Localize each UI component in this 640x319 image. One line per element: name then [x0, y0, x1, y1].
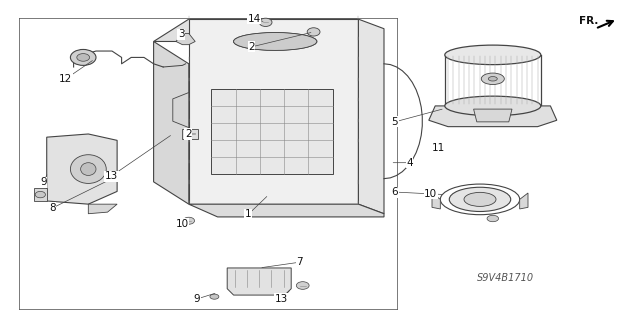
Polygon shape [34, 188, 47, 201]
Text: 6: 6 [392, 187, 398, 197]
Ellipse shape [445, 96, 541, 116]
Polygon shape [227, 268, 291, 295]
Ellipse shape [77, 54, 90, 61]
Text: 7: 7 [296, 257, 303, 267]
Text: 12: 12 [60, 74, 72, 84]
Ellipse shape [234, 33, 317, 50]
Polygon shape [189, 19, 358, 204]
Text: 10: 10 [424, 189, 437, 199]
Text: FR.: FR. [579, 16, 598, 26]
Text: 2: 2 [248, 42, 255, 52]
Ellipse shape [481, 73, 504, 85]
Ellipse shape [296, 282, 309, 289]
Ellipse shape [35, 191, 45, 198]
Polygon shape [47, 134, 117, 204]
Text: 1: 1 [245, 209, 252, 219]
Polygon shape [211, 89, 333, 174]
Text: 5: 5 [392, 117, 398, 127]
Text: 10: 10 [176, 219, 189, 229]
Ellipse shape [234, 33, 317, 50]
Polygon shape [182, 129, 198, 139]
Ellipse shape [307, 28, 320, 36]
Polygon shape [474, 109, 512, 122]
Polygon shape [358, 19, 384, 214]
Ellipse shape [488, 77, 497, 81]
Text: 13: 13 [105, 171, 118, 181]
Ellipse shape [445, 45, 541, 65]
Polygon shape [154, 19, 358, 41]
Ellipse shape [70, 155, 106, 183]
Polygon shape [173, 93, 189, 128]
Text: 14: 14 [248, 13, 260, 24]
Text: 9: 9 [40, 177, 47, 188]
Text: 2: 2 [185, 129, 191, 139]
Ellipse shape [70, 49, 96, 65]
Text: 8: 8 [49, 203, 56, 213]
Ellipse shape [259, 18, 272, 26]
Polygon shape [189, 204, 384, 217]
Ellipse shape [487, 215, 499, 222]
Ellipse shape [449, 187, 511, 211]
Polygon shape [429, 106, 557, 127]
Polygon shape [88, 204, 117, 214]
Polygon shape [432, 193, 440, 209]
Ellipse shape [464, 192, 496, 206]
Polygon shape [520, 193, 528, 209]
Text: 3: 3 [178, 29, 184, 39]
Text: 13: 13 [275, 294, 288, 304]
Ellipse shape [183, 217, 195, 224]
Text: 9: 9 [194, 294, 200, 304]
Text: 11: 11 [432, 143, 445, 153]
Text: 4: 4 [406, 158, 413, 168]
Ellipse shape [81, 163, 96, 175]
Text: S9V4B1710: S9V4B1710 [477, 272, 534, 283]
Polygon shape [176, 33, 195, 45]
Polygon shape [154, 41, 189, 204]
Ellipse shape [210, 294, 219, 299]
